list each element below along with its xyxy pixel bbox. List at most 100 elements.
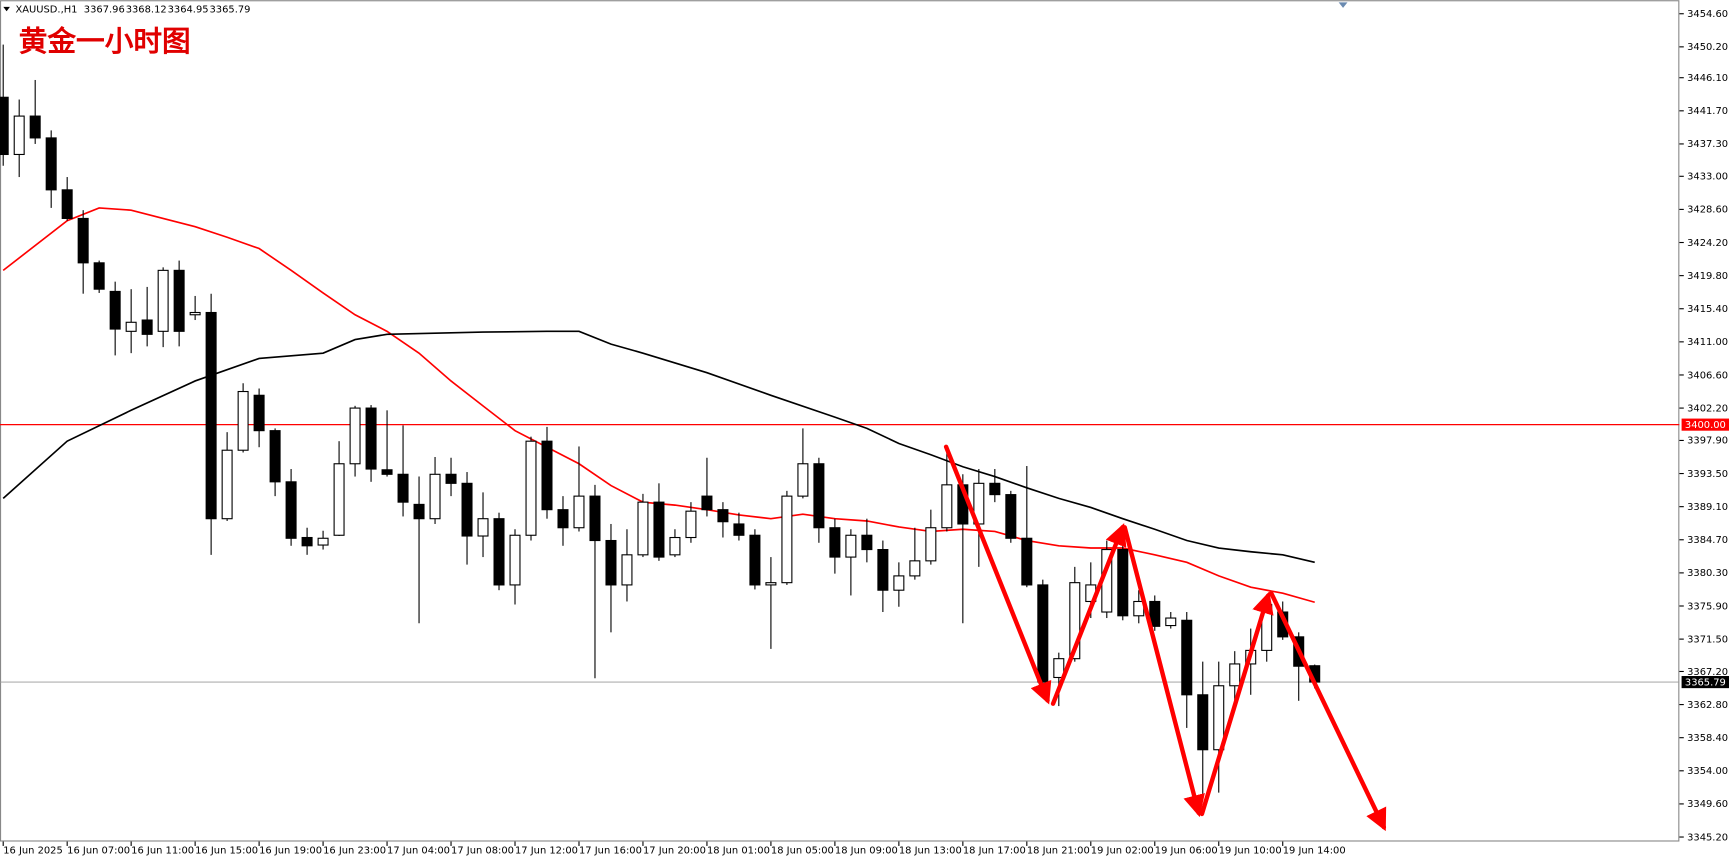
x-tick-label: 18 Jun 09:00 [835, 846, 898, 857]
level-label: 3400.00 [1685, 420, 1726, 431]
candle-body [653, 501, 665, 558]
candle-body [301, 536, 313, 547]
header-low: 3364.95 [168, 4, 209, 15]
annotation-arrows [943, 444, 1387, 832]
y-tick-label: 3433.00 [1687, 172, 1728, 183]
header-close: 3365.79 [210, 4, 251, 15]
candle-body [1005, 494, 1017, 539]
header-open: 3367.96 [84, 4, 125, 15]
x-tick-label: 17 Jun 16:00 [579, 846, 642, 857]
candle-body [397, 473, 409, 503]
candle-body [349, 407, 361, 465]
candle-body [1229, 663, 1241, 687]
candle-body [797, 463, 809, 497]
candle-body [765, 582, 777, 586]
y-tick-label: 3450.20 [1687, 42, 1728, 53]
candle-body [813, 463, 825, 529]
candle-body [701, 495, 713, 511]
candle-body [205, 311, 217, 520]
y-tick-label: 3437.30 [1687, 139, 1728, 150]
y-tick-label: 3371.50 [1687, 634, 1728, 645]
x-tick-label: 16 Jun 15:00 [195, 846, 258, 857]
candle-body [1037, 584, 1049, 683]
x-tick-label: 18 Jun 01:00 [707, 846, 770, 857]
x-tick-label: 18 Jun 05:00 [771, 846, 834, 857]
candle-body [877, 549, 889, 591]
x-tick-label: 18 Jun 13:00 [899, 846, 962, 857]
y-tick-label: 3415.40 [1687, 304, 1728, 315]
arrow [943, 444, 1052, 705]
candle-body [1213, 685, 1225, 751]
candle-body [333, 463, 345, 536]
y-tick-label: 3419.80 [1687, 271, 1728, 282]
x-tick-label: 18 Jun 17:00 [963, 846, 1026, 857]
candle-body [685, 510, 697, 539]
candle-body [77, 217, 89, 264]
y-tick-label: 3380.30 [1687, 568, 1728, 579]
y-tick-label: 3402.20 [1687, 403, 1728, 414]
y-tick-label: 3454.60 [1687, 9, 1728, 20]
y-tick-label: 3375.90 [1687, 601, 1728, 612]
x-tick-label: 19 Jun 10:00 [1219, 846, 1282, 857]
candle-body [1053, 658, 1065, 679]
candle-body [589, 495, 601, 542]
y-tick-label: 3362.80 [1687, 700, 1728, 711]
y-tick-label: 3393.50 [1687, 469, 1728, 480]
candle-body [1069, 582, 1081, 660]
candle-body [621, 554, 633, 586]
ma-line [2, 330, 1315, 564]
shift-marker [1338, 2, 1348, 8]
header-high: 3368.12 [126, 4, 167, 15]
candle-body [285, 481, 297, 539]
y-tick-label: 3397.90 [1687, 436, 1728, 447]
candle-body [1197, 694, 1209, 751]
candle-body [93, 262, 105, 290]
x-tick-label: 17 Jun 04:00 [387, 846, 450, 857]
candle-body [1117, 549, 1129, 617]
candle-body [109, 290, 121, 330]
candle-body [461, 482, 473, 537]
candle-body [861, 534, 873, 551]
candle-body [413, 503, 425, 520]
candle-body [365, 407, 377, 470]
candle-body [781, 495, 793, 584]
candle-body [733, 523, 745, 536]
candle-body [29, 115, 41, 139]
candle-body [525, 440, 537, 536]
candle-body [253, 394, 265, 432]
current-price-label: 3365.79 [1685, 677, 1726, 688]
candle-body [1165, 617, 1177, 627]
candle-body [509, 534, 521, 586]
y-tick-label: 3411.00 [1687, 337, 1728, 348]
candle-body [941, 484, 953, 529]
candle-body [61, 189, 73, 219]
chart-title: 黄金一小时图 [19, 24, 191, 58]
candle-body [909, 560, 921, 577]
candle-body [829, 527, 841, 558]
y-tick-label: 3424.20 [1687, 238, 1728, 249]
candle-body [717, 509, 729, 523]
y-tick-label: 3441.70 [1687, 106, 1728, 117]
x-tick-label: 16 Jun 2025 [3, 846, 63, 857]
candle-body [1021, 537, 1033, 586]
arrow [1050, 523, 1127, 706]
candle-body [573, 495, 585, 529]
candle-body [317, 537, 329, 546]
header: XAUUSD.,H1 3367.96 3368.12 3364.95 3365.… [3, 4, 250, 15]
candle-body [445, 473, 457, 484]
candle-body [925, 527, 937, 562]
candle-body [45, 137, 57, 191]
plot-frame [0, 0, 1680, 842]
candle-body [13, 115, 25, 156]
level-label-box [1681, 418, 1729, 431]
y-tick-label: 3384.70 [1687, 535, 1728, 546]
x-tick-label: 16 Jun 19:00 [259, 846, 322, 857]
arrow [1269, 591, 1387, 832]
candle-body [605, 539, 617, 586]
x-tick-label: 18 Jun 21:00 [1027, 846, 1090, 857]
candle-body [477, 518, 489, 537]
x-tick-label: 16 Jun 07:00 [67, 846, 130, 857]
